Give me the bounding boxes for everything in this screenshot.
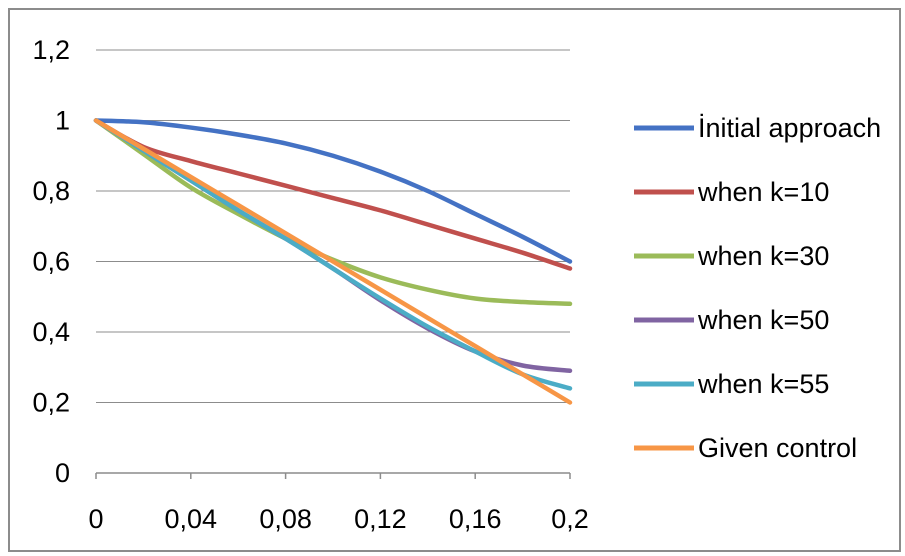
y-tick-label: 0,6	[32, 247, 70, 277]
series-lines	[93, 118, 573, 405]
series-2-line	[93, 118, 573, 307]
legend-label: Given control	[698, 433, 857, 463]
y-tick-label: 1	[55, 106, 70, 136]
series-1-line	[93, 118, 573, 271]
y-tick-label: 0,4	[32, 317, 70, 347]
x-tick-label: 0,08	[259, 504, 312, 534]
series-0-line	[93, 118, 573, 264]
x-tick-label: 0,12	[354, 504, 407, 534]
chart-frame	[8, 8, 901, 552]
x-tick-label: 0,04	[165, 504, 218, 534]
legend-label: when k=50	[697, 305, 829, 335]
y-tick-label: 0,8	[32, 176, 70, 206]
legend-label: İnitial approach	[698, 112, 881, 143]
y-tick-label: 0	[55, 458, 70, 488]
x-tick-label: 0,16	[449, 504, 502, 534]
legend-label: when k=30	[697, 241, 829, 271]
series-4-line	[93, 118, 573, 391]
axes: 0 0,2 0,4 0,6 0,8 1 1,2 0 0,04 0,08 0,12 0,16 0,2	[32, 35, 588, 534]
grid	[96, 49, 570, 403]
x-tick-label: 0	[88, 504, 103, 534]
y-tick-label: 1,2	[32, 35, 70, 65]
legend: İnitial approach when k=10 when k=30 when k…	[634, 112, 881, 463]
legend-label: when k=10	[697, 177, 829, 207]
series-5-line	[93, 118, 573, 405]
x-tick-label: 0,2	[551, 504, 589, 534]
y-tick-label: 0,2	[32, 388, 70, 418]
legend-label: when k=55	[697, 369, 829, 399]
